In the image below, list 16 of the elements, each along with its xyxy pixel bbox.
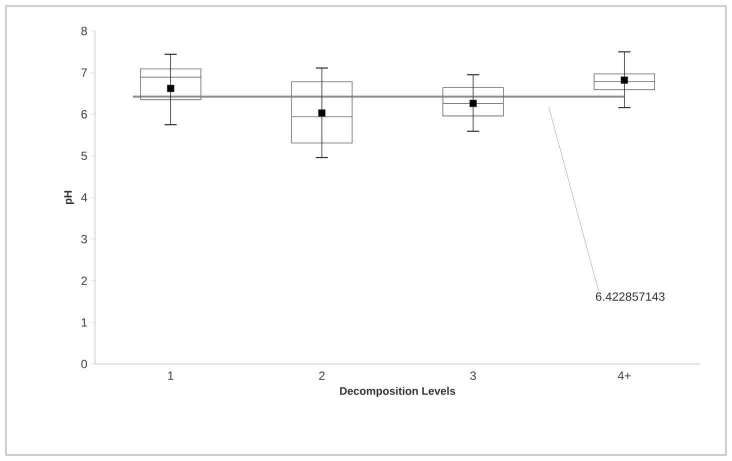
y-tick-label: 3 bbox=[81, 234, 87, 244]
y-tick-label: 1 bbox=[82, 318, 87, 326]
x-axis-title: Decomposition Levels bbox=[340, 386, 456, 398]
x-tick-label: 3 bbox=[470, 372, 476, 380]
x-tick-label: 1 bbox=[168, 372, 174, 380]
x-tick-label: 4+ bbox=[618, 372, 631, 380]
y-tick-label: 2 bbox=[81, 276, 87, 285]
y-tick-label: 8 bbox=[81, 26, 87, 36]
y-tick-label: 4 bbox=[81, 193, 88, 202]
x-tick-label: 2 bbox=[319, 372, 325, 380]
y-tick-label: 0 bbox=[81, 360, 88, 368]
annotation: 6.422857143 bbox=[596, 292, 665, 301]
y-tick-label: 5 bbox=[81, 152, 87, 160]
y-tick-label: 7 bbox=[81, 68, 87, 77]
y-axis-title: pH bbox=[64, 190, 74, 204]
y-tick-label: 6 bbox=[81, 110, 87, 118]
